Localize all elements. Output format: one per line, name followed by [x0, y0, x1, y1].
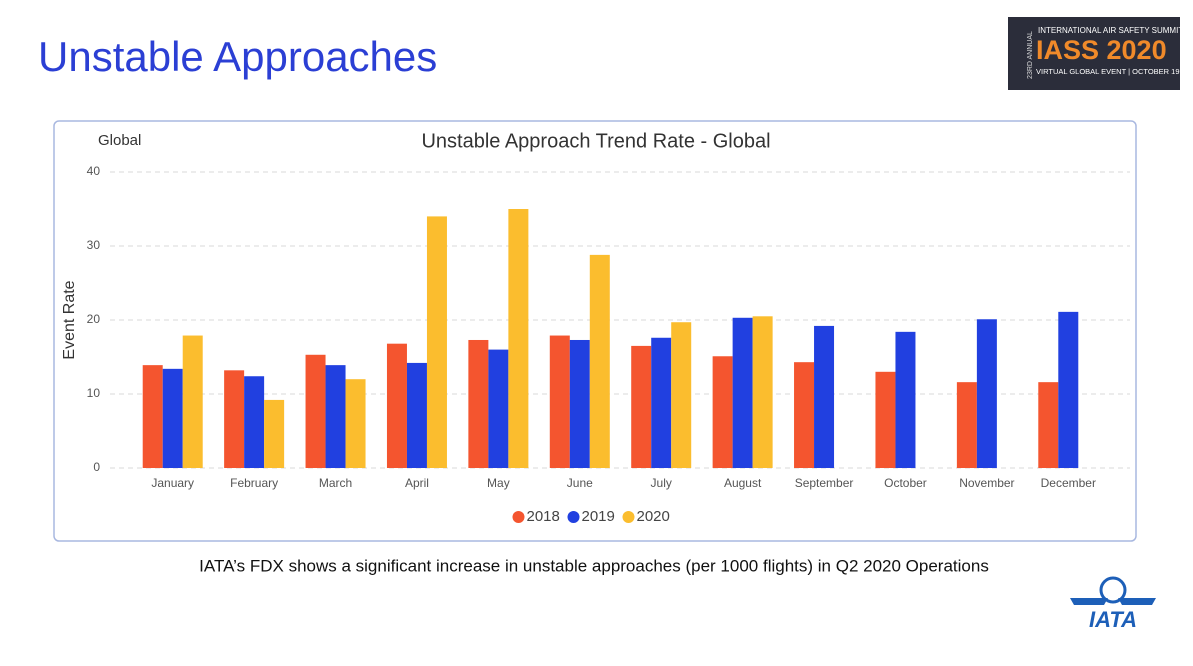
bar	[895, 331, 916, 468]
bar	[712, 356, 733, 468]
bar	[508, 209, 529, 468]
legend-label: 2018	[527, 508, 560, 525]
bar	[305, 354, 326, 468]
bar	[182, 335, 203, 468]
bar	[406, 362, 427, 468]
y-tick-label: 40	[87, 164, 101, 178]
bar	[956, 382, 977, 468]
bar	[142, 365, 163, 468]
caption: IATA’s FDX shows a significant increase …	[199, 556, 989, 575]
bar	[732, 317, 753, 468]
bar	[264, 399, 285, 468]
bar	[325, 365, 346, 468]
legend-label: 2020	[637, 508, 670, 525]
bar	[386, 343, 407, 468]
x-tick-label: November	[959, 476, 1014, 490]
x-tick-label: December	[1041, 476, 1096, 490]
y-tick-label: 0	[93, 460, 100, 474]
bar	[875, 371, 896, 468]
bar	[569, 339, 590, 468]
x-tick-label: April	[405, 476, 429, 490]
bar	[631, 345, 652, 468]
x-tick-label: June	[567, 476, 593, 490]
x-tick-label: July	[651, 476, 672, 490]
legend-swatch	[512, 511, 525, 523]
legend-swatch	[622, 511, 635, 523]
badge-details: VIRTUAL GLOBAL EVENT | OCTOBER 19 - 22	[1036, 67, 1193, 76]
x-tick-label: October	[884, 476, 927, 490]
bar	[224, 370, 245, 468]
bar	[752, 316, 773, 468]
bar	[244, 376, 265, 468]
chart-subtitle: Global	[98, 132, 141, 149]
y-tick-label: 20	[87, 312, 101, 326]
bar	[814, 325, 835, 468]
bar	[589, 254, 610, 468]
slide-title: Unstable Approaches	[38, 33, 437, 80]
x-tick-label: May	[487, 476, 510, 490]
x-tick-label: February	[230, 476, 278, 490]
badge-edition: 23RD ANNUAL	[1027, 31, 1034, 79]
bar	[549, 335, 570, 468]
event-badge: 23RD ANNUAL INTERNATIONAL AIR SAFETY SUM…	[1008, 17, 1193, 90]
badge-name: INTERNATIONAL AIR SAFETY SUMMIT	[1038, 26, 1183, 35]
bar	[345, 379, 366, 468]
bar	[1038, 382, 1059, 468]
legend-label: 2019	[582, 508, 615, 525]
bar	[426, 216, 447, 468]
badge-brand: IASS 2020	[1036, 35, 1167, 65]
x-tick-label: March	[319, 476, 352, 490]
chart-title: Unstable Approach Trend Rate - Global	[421, 130, 770, 152]
x-tick-label: September	[795, 476, 854, 490]
logo-globe	[1099, 576, 1127, 604]
bar	[794, 362, 815, 468]
bar	[1058, 311, 1079, 468]
iata-logo: IATA	[1070, 576, 1156, 632]
x-tick-label: January	[151, 476, 194, 490]
logo-text: IATA	[1089, 607, 1137, 632]
legend-swatch	[567, 511, 580, 523]
logo-wings	[1070, 598, 1156, 605]
bar	[671, 322, 692, 468]
bar	[976, 319, 997, 468]
bar	[651, 337, 672, 468]
y-axis-label: Event Rate	[61, 280, 78, 359]
bar	[162, 368, 183, 468]
badge-bg	[1008, 17, 1180, 90]
y-tick-label: 30	[87, 238, 101, 252]
y-tick-label: 10	[87, 386, 101, 400]
bar	[468, 339, 489, 468]
x-tick-label: August	[724, 476, 762, 490]
bar	[488, 349, 509, 468]
